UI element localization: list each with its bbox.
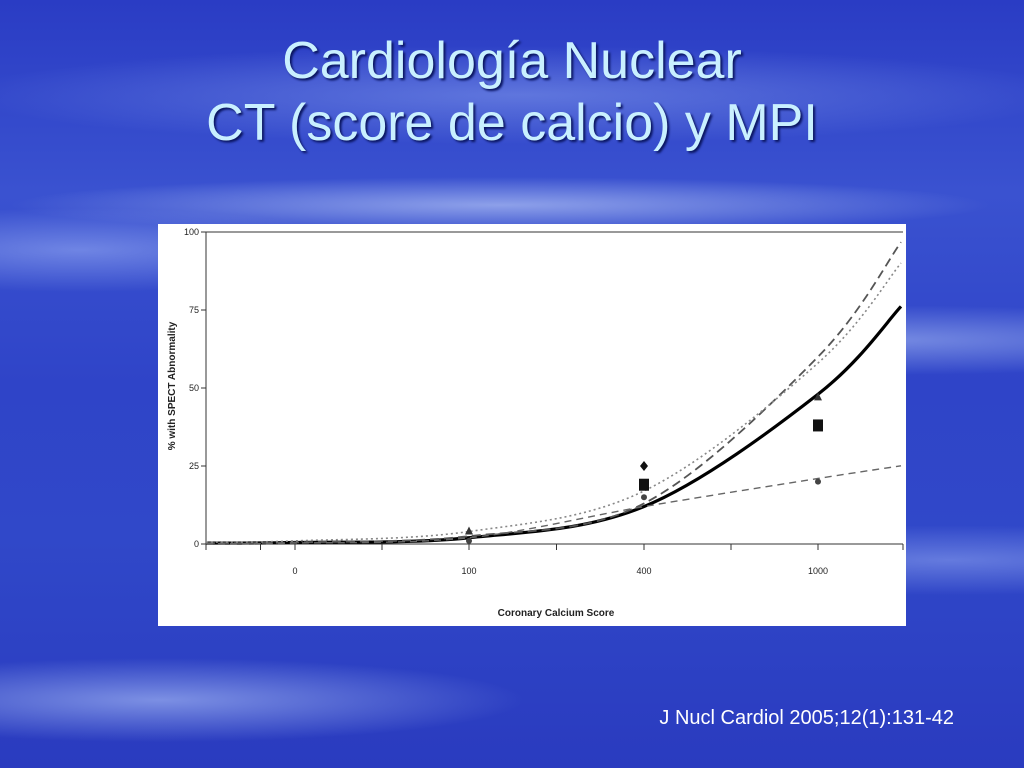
series-line-3 [205,262,902,543]
slide-title: Cardiología Nuclear CT (score de calcio)… [0,30,1024,154]
chart-panel: 0 100 400 1000 0 25 50 75 100 % with SPECT Abnor… [158,224,906,626]
x-tick-label: 1000 [808,566,828,576]
y-tick-label: 0 [194,539,199,549]
x-tick-label: 400 [636,566,651,576]
data-point-triangle [465,526,473,535]
data-point-square [639,478,649,491]
y-axis-label: % with SPECT Abnormality [167,321,178,450]
series-line-2 [205,241,902,545]
series-line-4 [205,465,902,545]
data-point-circle [466,537,472,544]
data-point-circle [641,494,647,501]
chart-axes: 0 100 400 1000 0 25 50 75 100 [184,227,904,576]
x-tick-label: 100 [461,566,476,576]
data-point-triangle [814,392,822,401]
chart-series [205,241,903,545]
title-line-2: CT (score de calcio) y MPI [206,94,818,152]
y-tick-label: 25 [189,461,199,471]
y-tick-label: 50 [189,383,199,393]
y-tick-label: 100 [184,227,199,237]
spect-abnormality-chart: 0 100 400 1000 0 25 50 75 100 % with SPECT Abnor… [167,227,904,619]
citation: J Nucl Cardiol 2005;12(1):131-42 [659,707,954,729]
x-tick-label: 0 [292,566,297,576]
chart-points [465,392,823,544]
data-point-circle [815,478,821,485]
data-point-diamond [640,461,648,471]
y-tick-label: 75 [189,305,199,315]
title-line-1: Cardiología Nuclear [282,32,742,90]
series-line-1 [205,305,903,545]
x-axis-label: Coronary Calcium Score [498,608,615,619]
data-point-square [813,419,823,432]
